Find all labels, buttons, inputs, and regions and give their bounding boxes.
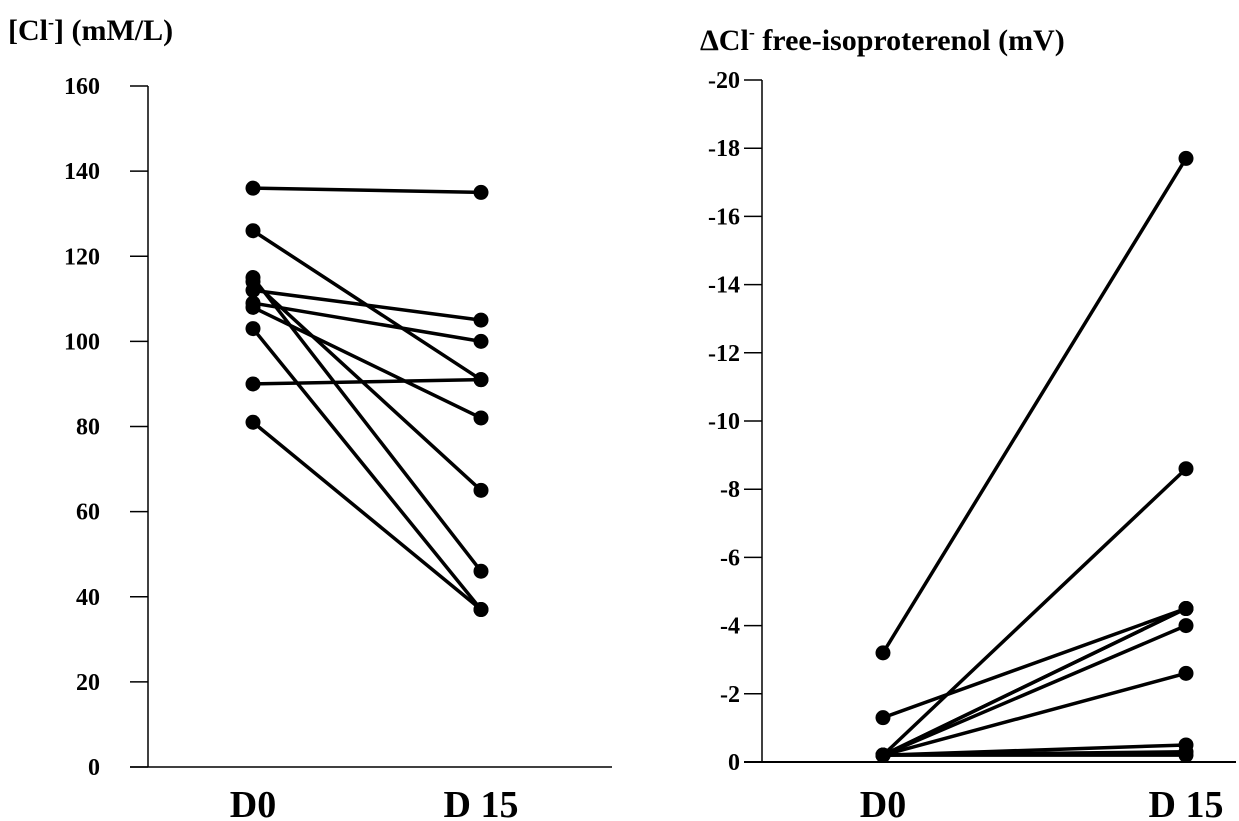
left-y-tick-label: 60 <box>76 500 100 526</box>
left-y-tick-label: 80 <box>76 415 100 441</box>
right-title-sup: - <box>749 22 755 42</box>
right-data-point <box>875 747 891 763</box>
left-series-line <box>251 420 483 611</box>
right-series-line <box>882 671 1187 757</box>
left-data-point <box>245 180 261 196</box>
right-data-point <box>875 710 891 726</box>
left-data-point <box>473 410 489 426</box>
right-series-line <box>881 467 1188 757</box>
left-data-point <box>473 312 489 328</box>
left-data-point <box>473 563 489 579</box>
right-data-point <box>1178 665 1194 681</box>
left-data-point <box>245 223 261 239</box>
right-y-tick-label: 0 <box>728 750 740 776</box>
right-y-tick-label: -16 <box>708 204 740 230</box>
left-data-point <box>245 282 261 298</box>
right-y-tick-label: -4 <box>720 614 740 640</box>
right-series-line <box>881 157 1188 654</box>
left-y-tick-label: 40 <box>76 585 100 611</box>
left-title-sup: - <box>48 12 54 32</box>
left-data-point <box>245 414 261 430</box>
right-y-tick-label: -12 <box>708 341 740 367</box>
right-series-line <box>882 623 1187 757</box>
left-series-line <box>252 305 482 420</box>
right-y-tick-label: -2 <box>720 682 740 708</box>
left-data-point <box>473 184 489 200</box>
right-y-tick-label: -20 <box>708 68 740 94</box>
left-series-line <box>251 280 483 492</box>
left-data-point <box>245 321 261 337</box>
right-data-point <box>1178 150 1194 166</box>
right-x-category-label: D0 <box>860 784 906 821</box>
right-y-tick-label: -6 <box>720 545 740 571</box>
right-x-category-label: D 15 <box>1149 784 1224 821</box>
left-y-tick-label: 0 <box>88 755 100 781</box>
right-series-line <box>882 606 1187 757</box>
right-plot-area: 0 -2 -4 -6 -8 -10 -12 -14 -16 -18 -20 D0 D 15 <box>708 68 1236 821</box>
left-data-point <box>245 299 261 315</box>
right-y-tick-label: -18 <box>708 136 740 162</box>
right-data-point <box>1178 618 1194 634</box>
right-data-point <box>1178 601 1194 617</box>
left-series-line <box>252 377 482 386</box>
left-plot-area: 0 20 40 60 80 100 120 140 160 D0 D 15 <box>64 74 612 821</box>
right-series-line <box>882 606 1187 720</box>
left-y-tick-label: 160 <box>64 74 100 100</box>
left-data-point <box>473 372 489 388</box>
right-data-point <box>1178 461 1194 477</box>
left-series-line <box>251 327 483 611</box>
left-y-tick-label: 120 <box>64 244 100 270</box>
left-chart-title: [Cl-] (mM/L) <box>8 12 173 47</box>
left-data-point <box>473 602 489 618</box>
right-y-tick-label: -10 <box>708 409 740 435</box>
right-data-point <box>1178 747 1194 763</box>
left-series-line <box>252 186 482 195</box>
right-data-point <box>875 645 891 661</box>
right-chart-title: ΔCl- free-isoproterenol (mV) <box>700 22 1065 57</box>
left-title-main: [Cl <box>8 14 48 47</box>
right-title-main: ΔCl <box>700 24 749 57</box>
left-series-line <box>252 301 482 344</box>
left-title-rest: ] (mM/L) <box>54 14 173 47</box>
left-data-point <box>473 482 489 498</box>
right-y-tick-label: -8 <box>720 477 740 503</box>
left-y-tick-label: 100 <box>64 329 100 355</box>
left-x-category-label: D 15 <box>444 784 519 821</box>
right-y-tick-label: -14 <box>708 273 740 299</box>
left-data-point <box>473 333 489 349</box>
left-y-tick-label: 20 <box>76 670 100 696</box>
right-title-rest: free-isoproterenol (mV) <box>755 24 1065 57</box>
left-series-line <box>252 288 482 322</box>
left-x-category-label: D0 <box>230 784 276 821</box>
left-y-tick-label: 140 <box>64 159 100 185</box>
left-data-point <box>245 376 261 392</box>
